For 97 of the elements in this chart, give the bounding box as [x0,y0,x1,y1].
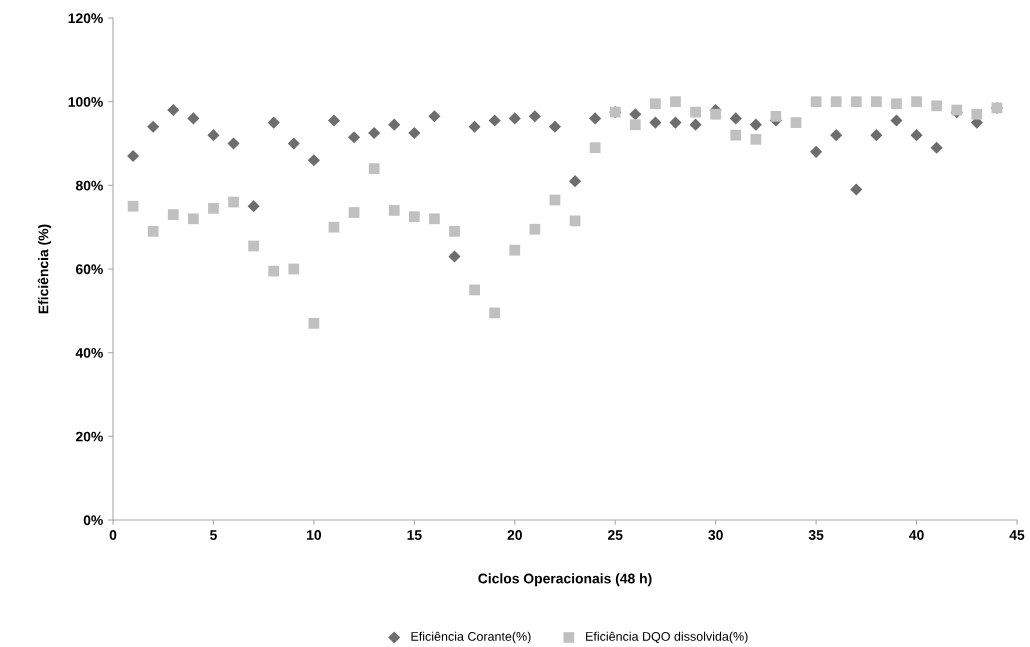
point [629,108,642,121]
point [429,213,440,225]
x-tick-label: 5 [210,530,217,540]
x-tick-label: 0 [109,530,117,540]
point [207,129,220,142]
point [589,142,601,154]
point [830,129,843,142]
point [288,263,300,275]
point [368,163,380,174]
point [368,126,381,140]
point [308,318,320,329]
point [247,200,260,213]
point [850,183,863,196]
y-tick-label: 0% [83,515,103,526]
point [690,106,701,118]
point [469,284,480,296]
y-axis-title: Eficiência (%) [37,224,52,314]
point [267,116,280,129]
point [871,96,882,108]
point [891,98,902,110]
point [248,240,259,252]
point [890,114,903,127]
point [669,116,682,129]
y-tick-label: 60% [75,264,103,275]
point [730,129,742,141]
point [408,211,420,223]
x-tick-label: 35 [808,530,824,540]
point [509,244,521,256]
point [568,175,582,188]
point [348,131,361,144]
point [388,118,401,131]
point [328,221,340,233]
point [810,96,822,108]
point [710,108,722,120]
point [508,112,521,125]
point [749,118,762,131]
point [830,96,842,108]
point [428,110,441,123]
x-tick-label: 10 [307,530,322,540]
x-tick-label: 25 [607,530,623,540]
point [931,100,943,112]
point [629,119,641,131]
point [167,103,180,117]
point [187,112,200,125]
x-tick-label: 20 [507,530,522,540]
point [670,96,681,108]
point [650,98,661,110]
point [327,114,341,127]
point [971,108,983,120]
legend-label: Eficiência DQO dissolvida(%) [586,631,748,644]
point [528,110,541,123]
point [589,112,602,125]
point [449,225,460,237]
point [548,120,562,133]
point [408,126,421,140]
point [268,265,280,277]
point [287,137,300,150]
point [750,133,762,145]
point [227,137,240,150]
point [228,196,239,208]
point [910,129,923,142]
x-tick-label: 15 [407,530,422,540]
y-tick-label: 120% [68,13,103,24]
point [388,205,400,216]
y-tick-label: 100% [68,97,103,107]
point [810,145,823,158]
legend-label: Eficiência Corante(%) [411,631,531,644]
x-axis-title: Ciclos Operacionais (48 h) [478,573,652,587]
point [911,96,922,108]
x-tick-label: 40 [909,530,924,540]
y-tick-label: 20% [75,431,103,442]
point [348,207,360,218]
point [147,225,159,237]
y-tick-label: 80% [75,180,103,191]
point [307,154,320,167]
point [167,209,179,220]
point [729,112,742,125]
y-tick-label: 40% [75,348,103,358]
point [529,223,541,235]
point [448,250,461,263]
point [850,96,862,108]
x-tick-label: 30 [708,530,723,540]
point [488,114,501,127]
point [489,307,501,319]
point [770,110,782,122]
point [468,120,481,133]
point [127,150,140,163]
x-tick-label: 45 [1009,530,1025,540]
point [208,202,219,214]
point [127,200,139,212]
point [870,129,883,142]
point [649,116,662,129]
point [147,120,160,133]
point [790,117,802,128]
point [689,118,702,131]
point [930,141,943,154]
point [187,213,199,225]
